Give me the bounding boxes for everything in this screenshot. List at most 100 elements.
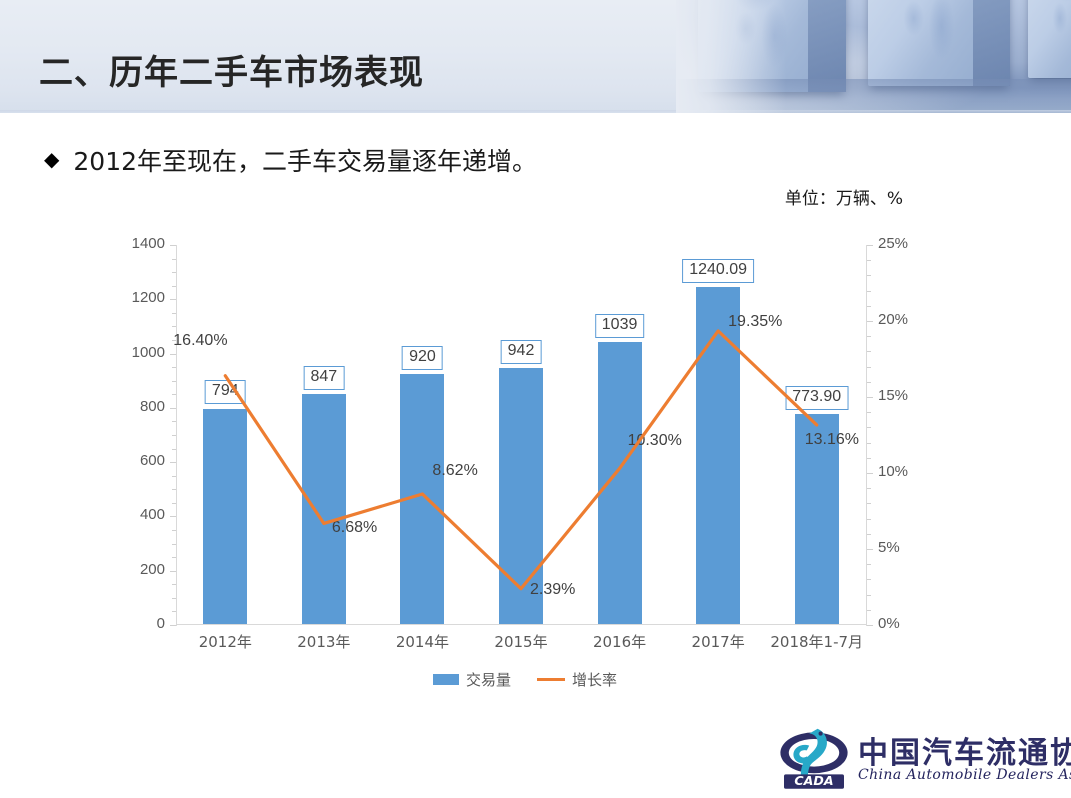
legend-label-growth-rate: 增长率 — [572, 671, 618, 689]
bar-value-label-2017年: 1240.09 — [682, 259, 755, 284]
right-axis-major-tick — [867, 397, 873, 398]
left-axis-minor-tick — [172, 489, 176, 491]
left-axis-minor-tick — [172, 557, 176, 559]
left-axis-tick-label: 800 — [139, 397, 165, 415]
growth-label-2014年: 8.62% — [432, 461, 478, 479]
right-axis-minor-tick — [867, 488, 871, 490]
right-axis-minor-tick — [867, 564, 871, 566]
growth-label-2015年: 2.39% — [530, 580, 576, 598]
header-art-fade — [676, 0, 786, 113]
x-axis-label-2018年1-7月: 2018年1-7月 — [770, 633, 864, 651]
x-axis-label-2013年: 2013年 — [297, 633, 351, 651]
slide-header-band: 二、历年二手车市场表现 — [0, 0, 1071, 113]
growth-label-2012年: 16.40% — [173, 331, 228, 349]
bullet-text: 2012年至现在，二手车交易量逐年递增。 — [73, 147, 538, 176]
left-axis-tick-label: 200 — [139, 560, 165, 578]
left-axis-major-tick — [170, 516, 176, 518]
left-axis-line — [176, 245, 177, 626]
right-axis-minor-tick — [867, 594, 871, 596]
left-axis-major-tick — [170, 570, 176, 572]
cube-graphic-2 — [868, 0, 1010, 86]
left-axis-minor-tick — [172, 611, 176, 613]
legend-item-growth-rate[interactable]: 增长率 — [537, 669, 617, 690]
bar-value-label-2016年: 1039 — [594, 313, 645, 338]
right-axis-major-tick — [867, 549, 873, 550]
bar-value-label-2013年: 847 — [303, 366, 345, 390]
cada-logo: CADA 中国汽车流通协会 China Automobile Dealers A… — [778, 722, 1071, 794]
left-axis-minor-tick — [172, 326, 176, 328]
right-axis-tick-label: 25% — [878, 235, 909, 252]
left-axis-major-tick — [170, 407, 176, 409]
right-axis-minor-tick — [867, 427, 871, 429]
right-axis-minor-tick — [867, 351, 871, 353]
left-axis-minor-tick — [172, 448, 176, 450]
left-axis-minor-tick — [172, 584, 176, 586]
cube-side-face — [973, 0, 1010, 86]
diamond-bullet-icon: ◆ — [44, 149, 60, 171]
right-axis-line — [866, 245, 867, 626]
right-axis-minor-tick — [867, 457, 871, 459]
header-decorative-cubes-image — [676, 0, 1071, 113]
bar-value-label-2018年1-7月: 773.90 — [785, 385, 849, 410]
right-axis-tick-label: 5% — [878, 539, 900, 556]
right-axis-tick-label: 0% — [878, 615, 900, 632]
bar-value-label-2014年: 920 — [402, 346, 443, 371]
growth-label-2013年: 6.68% — [331, 519, 378, 537]
left-axis-tick-label: 600 — [139, 452, 165, 470]
x-axis-label-2012年: 2012年 — [198, 633, 252, 651]
bar-2013年[interactable] — [301, 394, 346, 624]
cada-emblem-icon: CADA — [780, 728, 848, 789]
right-axis-minor-tick — [867, 381, 871, 383]
right-axis-minor-tick — [867, 533, 871, 535]
right-axis-minor-tick — [867, 518, 871, 520]
legend-label-transactions: 交易量 — [465, 671, 511, 689]
bar-2014年[interactable] — [400, 374, 445, 624]
left-axis-minor-tick — [172, 530, 176, 531]
cube-graphic-3 — [1028, 0, 1071, 78]
right-axis-minor-tick — [867, 412, 871, 414]
right-axis-minor-tick — [867, 503, 871, 505]
cube-side-face — [807, 0, 846, 92]
left-axis-minor-tick — [172, 597, 176, 599]
bar-value-label-2012年: 794 — [204, 380, 246, 405]
growth-label-2016年: 10.30% — [627, 432, 682, 450]
right-axis-minor-tick — [867, 305, 871, 307]
left-axis-major-tick — [170, 299, 176, 301]
right-axis-minor-tick — [867, 609, 871, 611]
cada-mark-text: CADA — [794, 773, 833, 788]
right-axis-minor-tick — [867, 275, 871, 277]
x-axis-label-2015年: 2015年 — [494, 633, 548, 651]
left-axis-major-tick — [170, 353, 176, 355]
combo-chart: 0 200 400 600 800 1000 1200 1400 0% 5% 10% 15% 20% 2… — [120, 232, 930, 702]
left-axis-major-tick — [170, 462, 176, 464]
x-axis-label-2014年: 2014年 — [395, 633, 450, 651]
chart-unit-label: 单位：万辆、% — [784, 189, 903, 209]
left-axis-minor-tick — [172, 340, 176, 341]
right-axis-minor-tick — [867, 366, 871, 368]
legend-item-transactions[interactable]: 交易量 — [432, 669, 511, 690]
right-axis-minor-tick — [867, 442, 871, 444]
left-axis-tick-label: 1400 — [131, 235, 165, 252]
x-axis-label-2017年: 2017年 — [691, 633, 745, 651]
left-axis-minor-tick — [172, 312, 176, 314]
plot-area — [176, 245, 866, 625]
left-axis-tick-label: 1000 — [131, 343, 165, 361]
left-axis-minor-tick — [172, 272, 176, 274]
bar-2012年[interactable] — [203, 408, 248, 624]
cube-world-map-texture — [893, 0, 976, 70]
cube-world-map-texture — [1046, 0, 1071, 64]
left-axis-tick-label: 400 — [139, 506, 165, 524]
bar-2016年[interactable] — [597, 342, 642, 624]
x-axis-label-2016年: 2016年 — [592, 633, 647, 651]
left-axis-minor-tick — [172, 543, 176, 545]
logo-name-zh: 中国汽车流通协会 — [858, 736, 1071, 771]
bar-2017年[interactable] — [696, 287, 741, 624]
legend-bar-swatch-icon — [432, 674, 459, 685]
left-axis-minor-tick — [172, 285, 176, 287]
left-axis-minor-tick — [172, 435, 176, 436]
right-axis-minor-tick — [867, 579, 871, 581]
bar-value-label-2015年: 942 — [500, 340, 542, 365]
left-axis-minor-tick — [172, 394, 176, 396]
left-axis-minor-tick — [172, 502, 176, 504]
